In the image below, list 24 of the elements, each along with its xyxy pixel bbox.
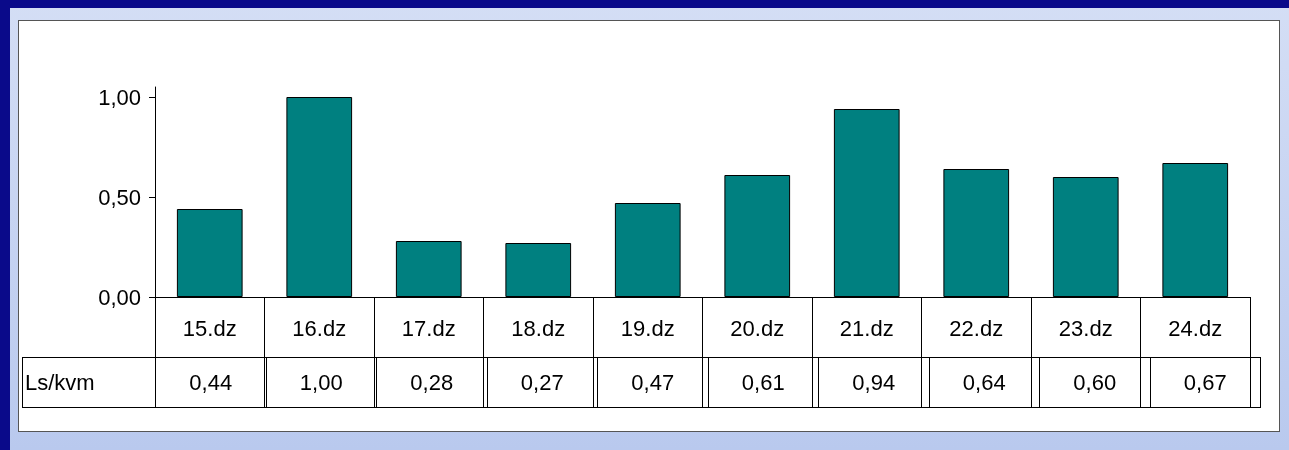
x-tick-label: 16.dz [292, 315, 347, 341]
data-label: 0,28 [376, 357, 487, 408]
data-label: 0,61 [708, 357, 819, 408]
data-label: 0,60 [1039, 357, 1150, 408]
x-tick-label: 20.dz [730, 315, 785, 341]
data-label: 0,47 [597, 357, 708, 408]
x-tick-label: 21.dz [839, 315, 894, 341]
data-label: 0,94 [818, 357, 929, 408]
text: Ls/kvm [22, 357, 156, 408]
data-label: 1,00 [266, 357, 377, 408]
data-label: 0,64 [929, 357, 1040, 408]
x-tick-label: 15.dz [182, 315, 237, 341]
x-tick-label: 18.dz [511, 315, 566, 341]
x-tick-label: 24.dz [1168, 315, 1223, 341]
data-label: 0,44 [155, 357, 266, 408]
y-tick-label: 1,00 [98, 84, 141, 110]
data-label: 0,27 [487, 357, 598, 408]
x-tick-label: 17.dz [401, 315, 456, 341]
data-label: 0,67 [1150, 357, 1261, 408]
y-tick-label: 0,00 [98, 284, 141, 310]
x-tick-label: 22.dz [949, 315, 1004, 341]
x-tick-label: 23.dz [1058, 315, 1113, 341]
x-tick-label: 19.dz [620, 315, 675, 341]
y-tick-label: 0,50 [98, 184, 141, 210]
